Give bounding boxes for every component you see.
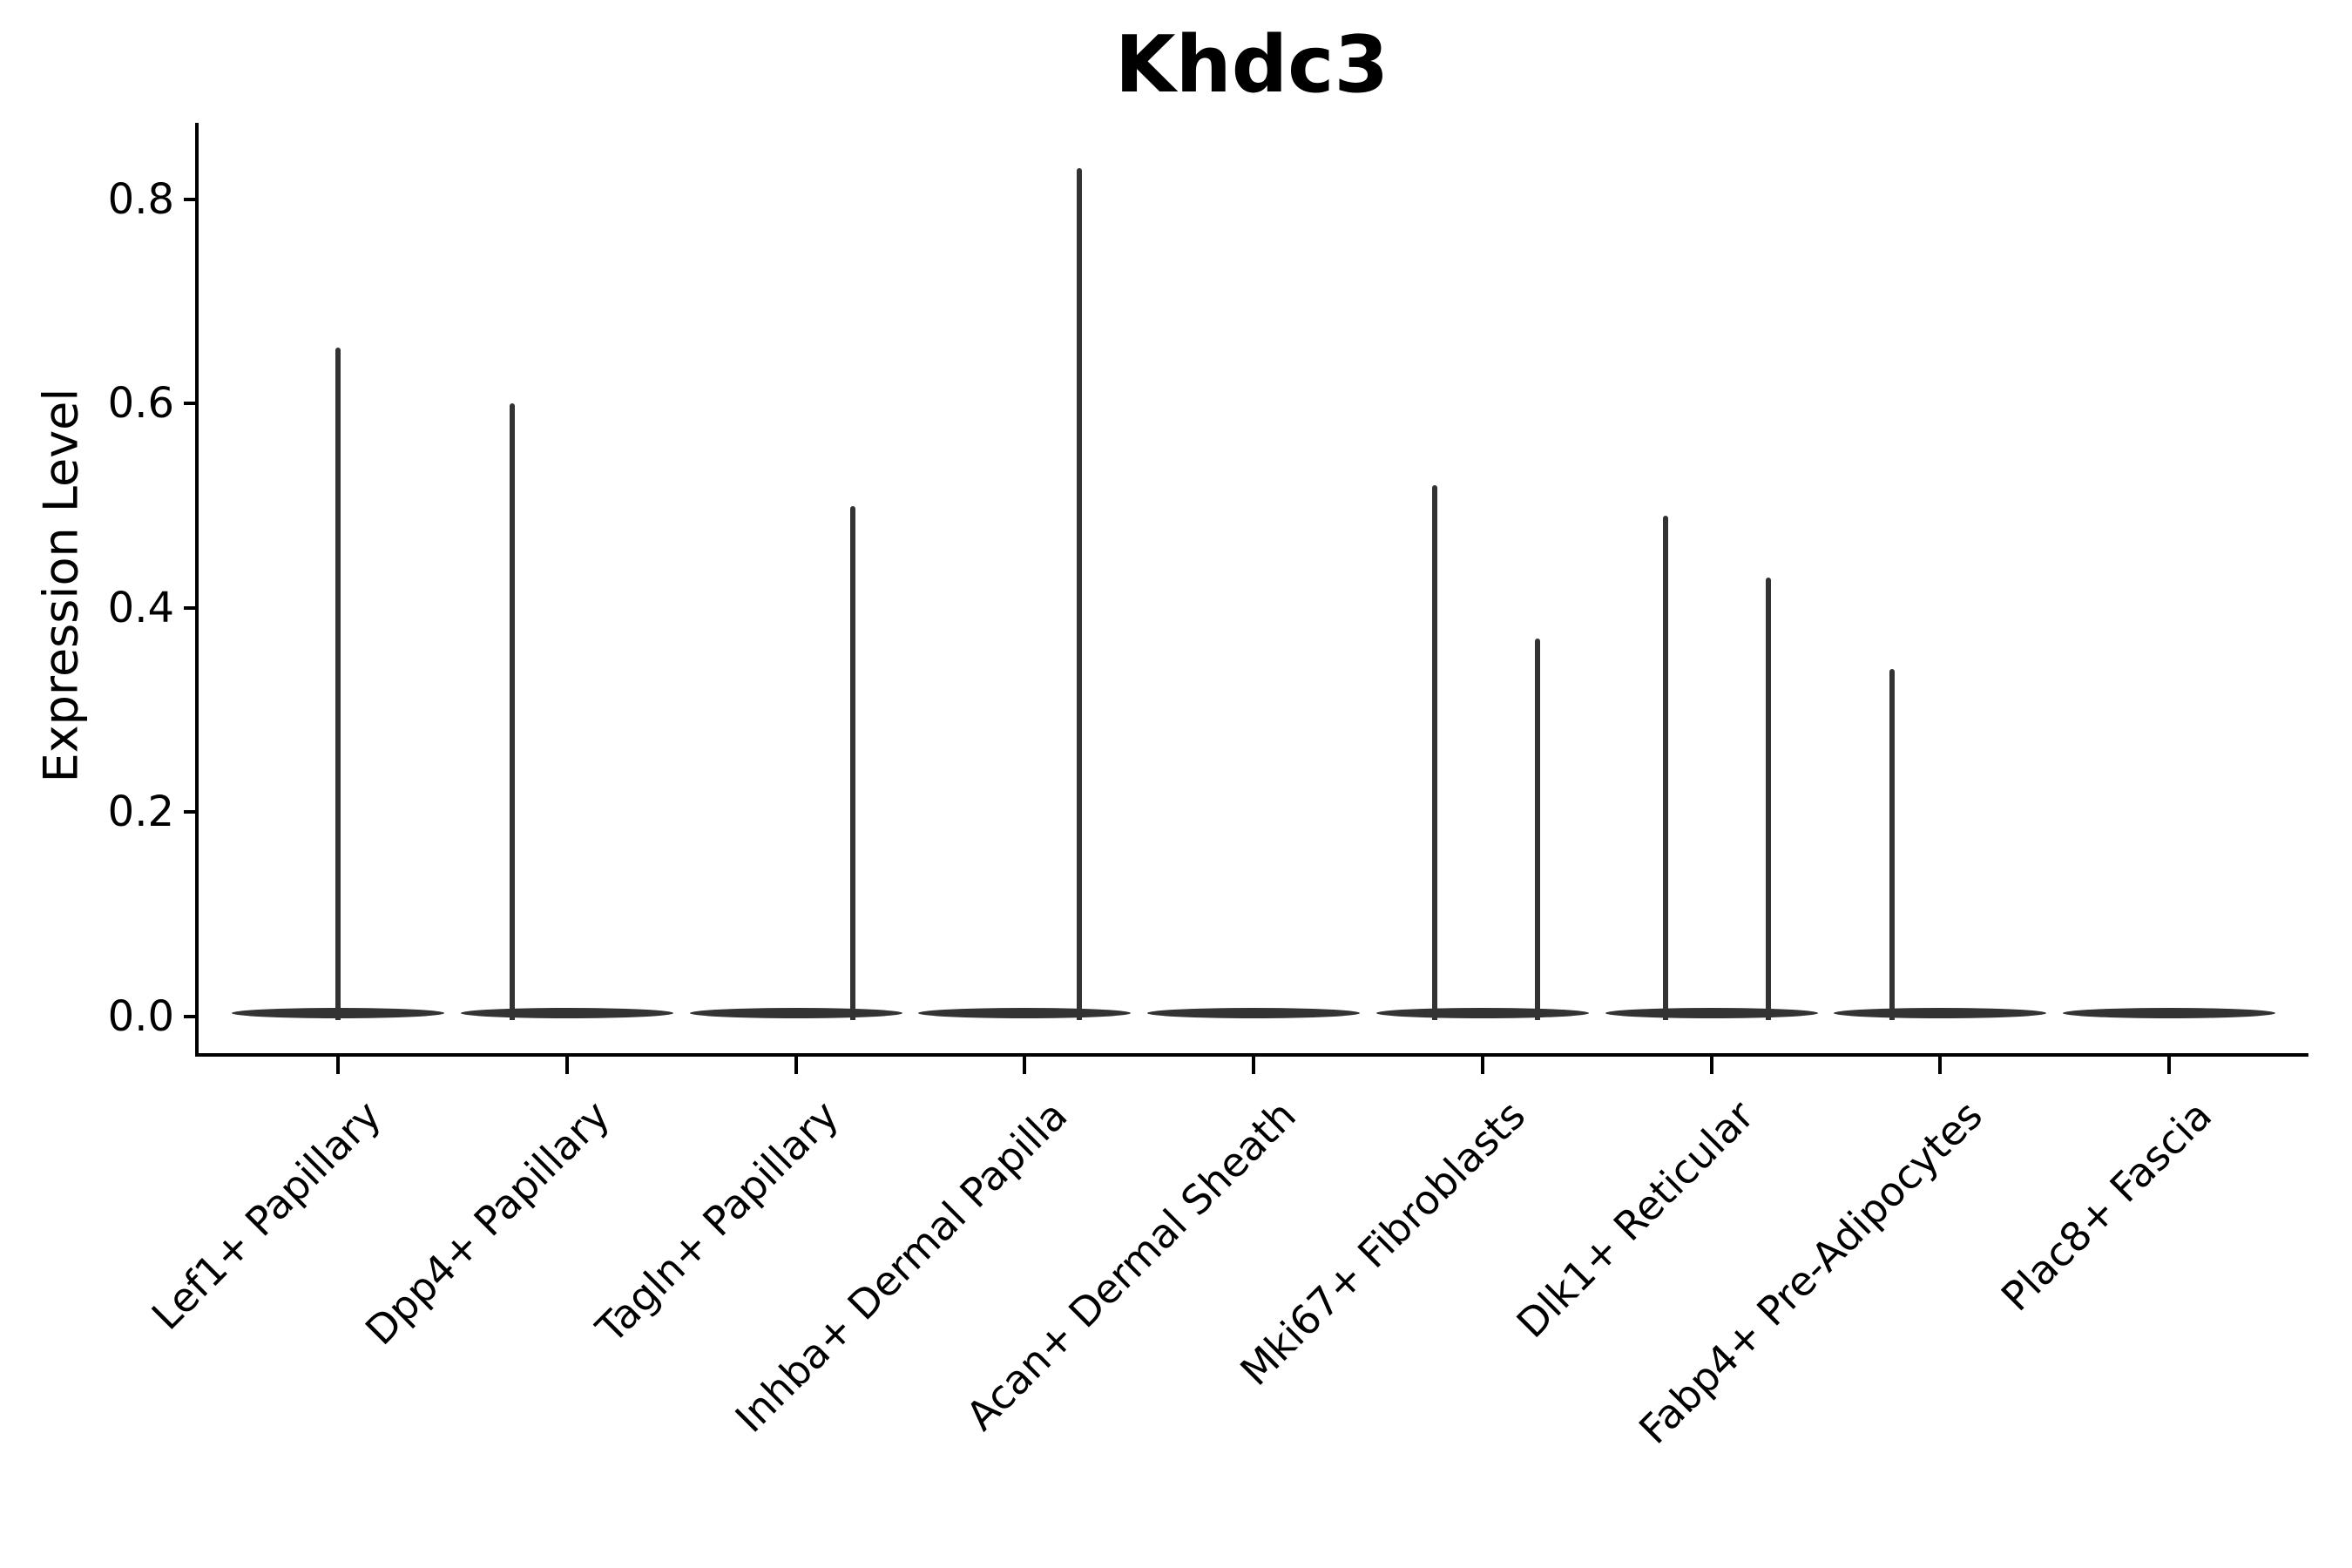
x-tick-label: Dpp4+ Papillary bbox=[355, 1092, 618, 1355]
x-tick bbox=[1709, 1053, 1713, 1074]
x-tick-label: Plac8+ Fascia bbox=[1991, 1092, 2221, 1321]
violin-spike bbox=[1889, 669, 1896, 1020]
x-tick bbox=[794, 1053, 798, 1074]
x-tick bbox=[564, 1053, 569, 1074]
violin-spike bbox=[1534, 638, 1540, 1020]
violin-spike bbox=[1431, 485, 1437, 1020]
violin-spike bbox=[1766, 577, 1772, 1020]
x-tick-label: Dlk1+ Reticular bbox=[1507, 1092, 1763, 1348]
y-tick bbox=[184, 402, 197, 406]
x-tick bbox=[336, 1053, 340, 1074]
violin-spike bbox=[509, 403, 515, 1020]
x-tick-label: Tagln+ Papillary bbox=[586, 1092, 848, 1352]
violin-base bbox=[1605, 1008, 1818, 1018]
violin-spike bbox=[1662, 516, 1668, 1020]
x-tick bbox=[1023, 1053, 1027, 1074]
y-tick-label: 0.4 bbox=[107, 583, 174, 632]
y-tick bbox=[184, 810, 197, 814]
violin-spike bbox=[335, 347, 341, 1020]
y-tick-label: 0.8 bbox=[107, 174, 174, 224]
chart-title: Khdc3 bbox=[1114, 19, 1389, 111]
x-tick bbox=[1938, 1053, 1943, 1074]
violin-spike bbox=[1077, 168, 1083, 1020]
x-tick bbox=[1480, 1053, 1484, 1074]
y-tick bbox=[184, 1015, 197, 1018]
violin-base bbox=[1834, 1008, 2047, 1018]
x-tick bbox=[2167, 1053, 2171, 1074]
violin-base bbox=[689, 1008, 902, 1018]
x-tick-label: Lef1+ Papillary bbox=[142, 1092, 390, 1339]
violin-base bbox=[1375, 1008, 1589, 1018]
violin-base bbox=[1147, 1008, 1360, 1018]
violin-spike bbox=[850, 505, 856, 1020]
y-tick-label: 0.2 bbox=[107, 787, 174, 837]
y-axis-label: Expression Level bbox=[33, 388, 89, 783]
y-tick bbox=[184, 197, 197, 201]
violin-base bbox=[918, 1008, 1132, 1018]
violin-base bbox=[460, 1008, 673, 1018]
y-tick bbox=[184, 605, 197, 610]
x-tick bbox=[1252, 1053, 1255, 1074]
y-tick-label: 0.6 bbox=[107, 379, 174, 429]
violin-base bbox=[2063, 1008, 2275, 1018]
y-axis-left-spine bbox=[195, 123, 199, 1057]
y-tick-label: 0.0 bbox=[107, 992, 174, 1041]
